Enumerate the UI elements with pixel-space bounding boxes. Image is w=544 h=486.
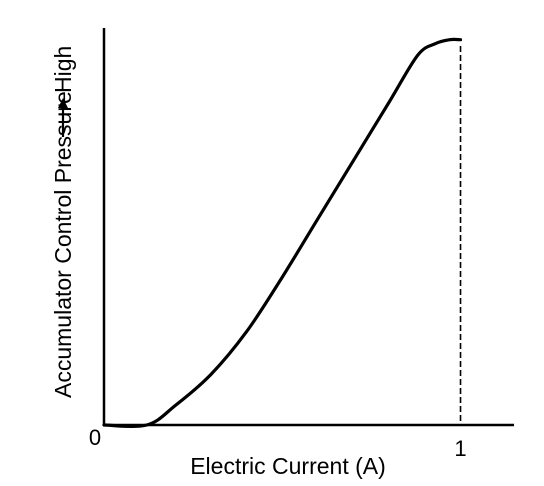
x-tick-label-0: 0: [89, 425, 101, 450]
x-axis-title: Electric Current (A): [190, 453, 386, 479]
x-tick-label-1: 1: [454, 436, 466, 461]
series-line: [102, 37, 463, 429]
y-axis-high-label: High: [50, 46, 76, 93]
y-axis-title-group: Accumulator Control Pressure High: [50, 46, 76, 398]
up-arrow-head-icon: [58, 98, 68, 108]
y-axis-title: Accumulator Control Pressure: [50, 91, 76, 398]
